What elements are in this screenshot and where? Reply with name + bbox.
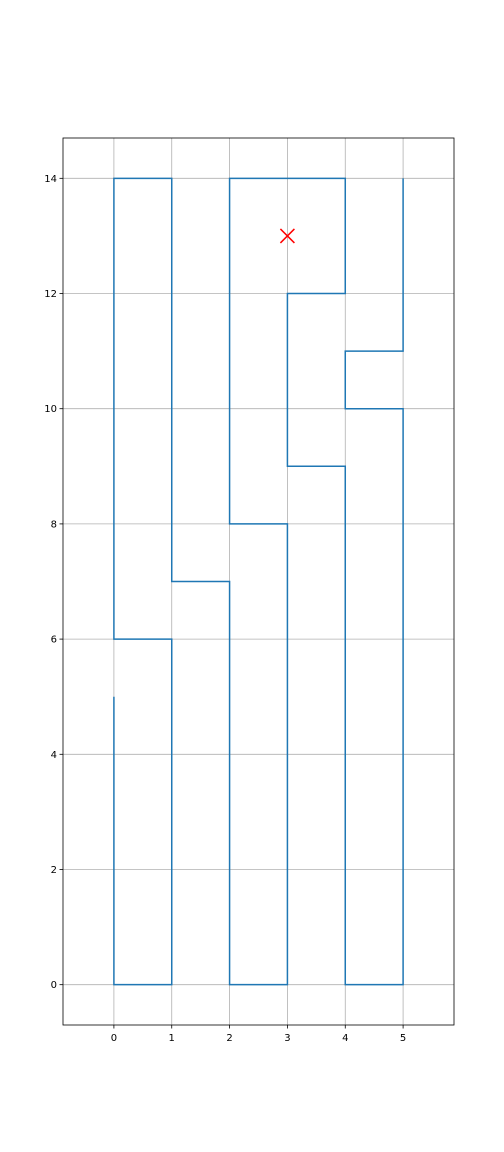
axes-frame	[62, 137, 455, 1026]
y-tick-label: 14	[44, 174, 57, 185]
series-layer	[113, 177, 404, 986]
axes-background	[63, 138, 454, 1025]
x-axis-ticks: 0 1 2 3 4 5	[111, 1025, 406, 1044]
y-tick-label: 8	[51, 519, 57, 530]
y-tick-label: 2	[51, 865, 57, 876]
series-line	[113, 177, 404, 986]
y-tick-label: 6	[51, 635, 57, 646]
x-tick-label: 4	[342, 1033, 348, 1044]
x-tick-label: 1	[169, 1033, 175, 1044]
x-marker-stroke	[279, 228, 295, 244]
y-tick-label: 10	[44, 404, 57, 415]
x-tick-label: 0	[111, 1033, 117, 1044]
y-tick-label: 12	[44, 289, 57, 300]
y-axis-ticks: 0 2 4 6 8 10 12 14	[44, 174, 63, 991]
y-tick-label: 0	[51, 980, 57, 991]
marker-layer	[279, 228, 295, 244]
x-tick-label: 3	[284, 1033, 290, 1044]
x-marker	[279, 228, 295, 244]
y-tick-label: 4	[51, 750, 57, 761]
x-tick-label: 5	[400, 1033, 406, 1044]
x-tick-label: 2	[226, 1033, 232, 1044]
plot-area	[62, 137, 455, 1026]
